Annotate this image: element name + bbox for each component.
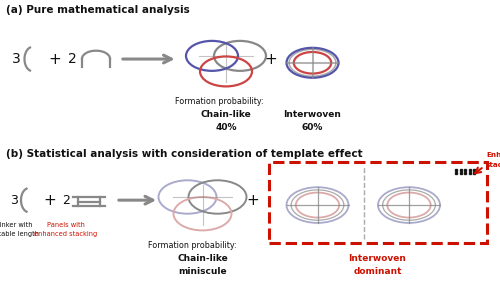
Text: 3: 3 <box>10 194 18 207</box>
Text: Chain-like: Chain-like <box>200 110 252 119</box>
Text: 2: 2 <box>68 52 77 66</box>
Text: Linker with: Linker with <box>0 222 32 228</box>
Text: +: + <box>264 52 278 67</box>
Text: Formation probability:: Formation probability: <box>148 241 236 250</box>
Text: miniscule: miniscule <box>178 267 227 276</box>
Text: Panels with: Panels with <box>47 222 85 228</box>
Text: Chain-like: Chain-like <box>177 254 228 263</box>
Text: Enhanced: Enhanced <box>486 152 500 158</box>
Text: stacking: stacking <box>486 162 500 168</box>
Text: +: + <box>246 193 259 208</box>
Text: +: + <box>48 52 62 67</box>
Text: Formation probability:: Formation probability: <box>175 97 264 106</box>
Text: suitable length: suitable length <box>0 231 39 237</box>
FancyBboxPatch shape <box>269 162 486 243</box>
Text: (a) Pure mathematical analysis: (a) Pure mathematical analysis <box>6 5 190 15</box>
Text: +: + <box>44 193 57 208</box>
Text: dominant: dominant <box>353 267 402 276</box>
Text: enhanced stacking: enhanced stacking <box>34 231 98 237</box>
Text: 40%: 40% <box>215 123 237 132</box>
Text: 2: 2 <box>62 194 70 207</box>
Text: Interwoven: Interwoven <box>348 254 406 263</box>
Text: 3: 3 <box>12 52 20 66</box>
Text: (b) Statistical analysis with consideration of template effect: (b) Statistical analysis with considerat… <box>6 149 362 159</box>
Text: Interwoven: Interwoven <box>284 110 342 119</box>
Text: 60%: 60% <box>302 123 323 132</box>
